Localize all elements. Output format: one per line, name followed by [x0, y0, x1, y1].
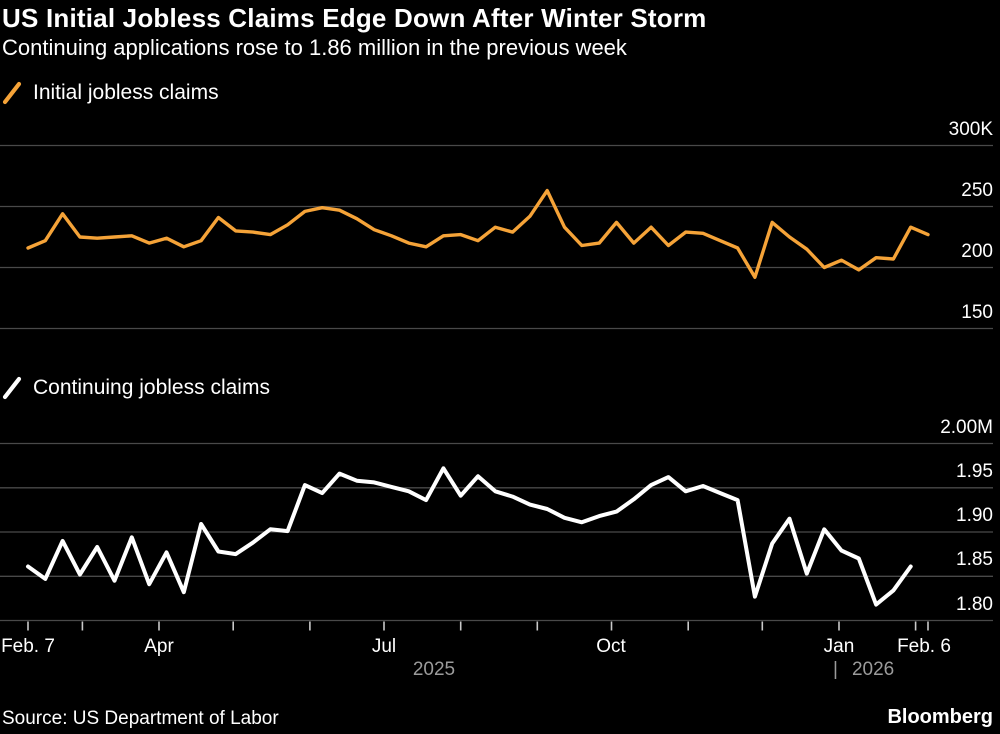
x-axis-label: Feb. 6 [897, 636, 951, 657]
x-axis-label: Feb. 7 [1, 636, 55, 657]
bloomberg-logo: Bloomberg [887, 706, 993, 728]
legend-slash [2, 376, 22, 400]
legend-label-continuing-claims: Continuing jobless claims [33, 376, 270, 399]
legend-initial-jobless-claims: Initial jobless claims [2, 80, 219, 106]
continuing-claims-line [26, 466, 913, 607]
initial-claims-legend-slash-icon [2, 81, 22, 105]
x-axis-label: Jan [823, 636, 855, 657]
year-divider: | [833, 659, 838, 680]
x-axis-label: Apr [144, 636, 174, 657]
year-text: 2025 [412, 659, 456, 680]
continuing-claims-legend-slash-icon [2, 376, 22, 400]
year-label-2026: | 2026 [833, 659, 894, 681]
legend-continuing-jobless-claims: Continuing jobless claims [2, 375, 270, 401]
y-axis-label: 1.95 [956, 460, 993, 482]
x-axis-label: Oct [596, 636, 626, 657]
chart-title: US Initial Jobless Claims Edge Down Afte… [2, 3, 707, 33]
legend-slash [2, 81, 22, 105]
year-label-2025: 2025 [413, 659, 455, 681]
y-axis-label: 2.00M [940, 416, 993, 438]
y-axis-label: 1.80 [956, 593, 993, 615]
y-axis-label: 150 [961, 301, 993, 323]
y-axis-label: 1.85 [956, 549, 993, 571]
x-axis-label: Jul [371, 636, 397, 657]
initial-claims-line [26, 188, 930, 279]
y-axis-label: 200 [961, 240, 993, 262]
source-label: Source: US Department of Labor [2, 708, 279, 729]
y-axis-label: 300K [948, 118, 993, 140]
y-axis-label: 250 [961, 179, 993, 201]
chart-subtitle: Continuing applications rose to 1.86 mil… [2, 35, 627, 60]
y-axis-label: 1.90 [956, 505, 993, 526]
legend-label-initial-claims: Initial jobless claims [33, 81, 219, 104]
year-text: 2026 [851, 659, 895, 680]
